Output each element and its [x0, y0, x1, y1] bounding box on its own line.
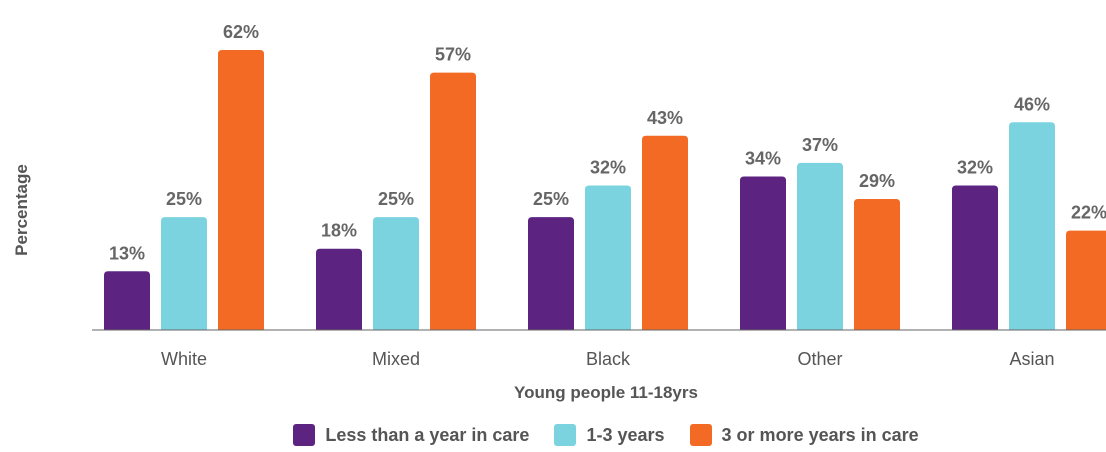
data-label: 25% [378, 189, 414, 209]
bar [104, 271, 150, 330]
data-label: 13% [109, 243, 145, 263]
bar [585, 185, 631, 330]
bar [952, 185, 998, 330]
bar [1009, 122, 1055, 331]
legend-swatch [554, 424, 577, 447]
legend-swatch [293, 424, 316, 447]
data-label: 32% [957, 157, 993, 177]
data-label: 34% [745, 148, 781, 168]
data-label: 62% [223, 22, 259, 42]
y-axis-label: Percentage [12, 164, 31, 256]
data-label: 57% [435, 45, 471, 65]
bar [642, 135, 688, 330]
data-label: 25% [166, 189, 202, 209]
data-label: 46% [1014, 94, 1050, 114]
data-label: 43% [647, 108, 683, 128]
x-tick-label: Black [586, 349, 631, 369]
bar [316, 248, 362, 330]
x-tick-label: Mixed [372, 349, 420, 369]
bar [430, 72, 476, 331]
bar [161, 217, 207, 330]
data-label: 18% [321, 221, 357, 241]
data-label: 32% [590, 157, 626, 177]
data-label: 37% [802, 135, 838, 155]
legend-item-3-or-more-years: 3 or more years in care [689, 424, 919, 447]
legend-item-1-3-years: 1-3 years [554, 424, 665, 447]
legend-label: 3 or more years in care [721, 424, 919, 445]
x-tick-label: Asian [1009, 349, 1054, 369]
bar [1066, 230, 1106, 330]
bar [373, 217, 419, 330]
bar [528, 217, 574, 330]
x-tick-label: White [161, 349, 207, 369]
bar [740, 176, 786, 330]
bar [854, 199, 900, 330]
legend-label: 1-3 years [586, 424, 665, 445]
legend-item-less-than-a-year: Less than a year in care [293, 424, 530, 447]
bar-chart: 13% 18% 25% 34% 32% 25% 25% 32% 37% 46% 62% 57% 43% 2… [92, 22, 1106, 369]
legend-label: Less than a year in care [325, 424, 530, 445]
x-tick-label: Other [797, 349, 842, 369]
data-label: 22% [1071, 203, 1106, 223]
data-label: 25% [533, 189, 569, 209]
legend-swatch [689, 424, 712, 447]
bar [218, 50, 264, 330]
legend: Less than a year in care 1-3 years 3 or … [0, 424, 1106, 447]
data-label: 29% [859, 171, 895, 191]
x-axis-label: Young people 11-18yrs [514, 383, 698, 402]
bar [797, 162, 843, 330]
